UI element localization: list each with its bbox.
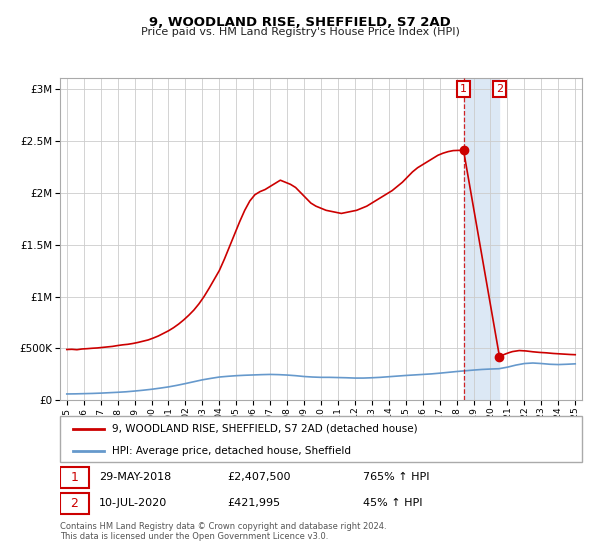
Text: HPI: Average price, detached house, Sheffield: HPI: Average price, detached house, Shef…	[112, 446, 351, 455]
Text: 2: 2	[70, 497, 78, 510]
Text: Contains HM Land Registry data © Crown copyright and database right 2024.
This d: Contains HM Land Registry data © Crown c…	[60, 522, 386, 542]
Bar	[464, 78, 499, 400]
Text: 2: 2	[496, 84, 503, 94]
Text: 9, WOODLAND RISE, SHEFFIELD, S7 2AD (detached house): 9, WOODLAND RISE, SHEFFIELD, S7 2AD (det…	[112, 424, 418, 434]
Text: 45% ↑ HPI: 45% ↑ HPI	[363, 498, 422, 508]
Text: 1: 1	[70, 471, 78, 484]
Text: 765% ↑ HPI: 765% ↑ HPI	[363, 472, 429, 482]
FancyBboxPatch shape	[60, 416, 582, 462]
Text: 1: 1	[460, 84, 467, 94]
Text: Price paid vs. HM Land Registry's House Price Index (HPI): Price paid vs. HM Land Registry's House …	[140, 27, 460, 37]
FancyBboxPatch shape	[60, 493, 89, 514]
Text: 9, WOODLAND RISE, SHEFFIELD, S7 2AD: 9, WOODLAND RISE, SHEFFIELD, S7 2AD	[149, 16, 451, 29]
FancyBboxPatch shape	[60, 467, 89, 488]
Text: 10-JUL-2020: 10-JUL-2020	[99, 498, 167, 508]
Text: £421,995: £421,995	[227, 498, 280, 508]
Text: 29-MAY-2018: 29-MAY-2018	[99, 472, 172, 482]
Text: £2,407,500: £2,407,500	[227, 472, 290, 482]
